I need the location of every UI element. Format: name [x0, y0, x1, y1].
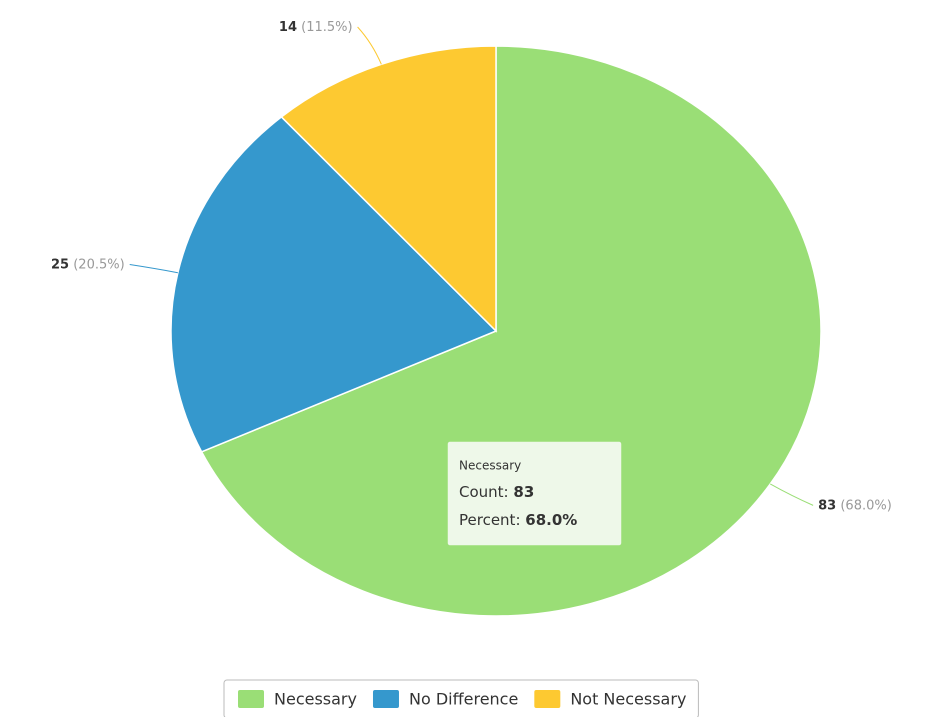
connector	[357, 26, 382, 65]
tooltip-row: Percent: 68.0%	[459, 511, 577, 529]
tooltip-box	[446, 440, 623, 547]
data-label-percent: (11.5%)	[301, 19, 352, 34]
data-label-value: 14	[279, 19, 297, 34]
data-label-value: 25	[51, 257, 69, 272]
tooltip-key: Count:	[459, 483, 509, 501]
pie-slice	[280, 45, 497, 333]
tooltip-row: Count: 83	[459, 483, 534, 501]
data-label: 25 (20.5%)	[51, 257, 125, 272]
tooltip-value: 68.0%	[525, 511, 577, 529]
legend-box	[223, 679, 699, 717]
connector	[129, 264, 178, 274]
pie-slice	[200, 45, 822, 617]
tooltip-key: Percent:	[459, 511, 521, 529]
legend-swatch	[372, 690, 399, 708]
data-label: 83 (68.0%)	[818, 498, 892, 513]
data-label-percent: (20.5%)	[73, 257, 124, 272]
legend: Necessary No Difference Not Necessary	[223, 679, 699, 717]
legend-swatch	[534, 690, 561, 708]
data-label: 14 (11.5%)	[279, 19, 353, 34]
data-label-value: 83	[818, 498, 836, 513]
connector	[769, 483, 814, 506]
legend-label: No Difference	[409, 690, 518, 709]
tooltip-title: Necessary	[459, 459, 521, 473]
legend-swatch	[238, 690, 264, 708]
tooltip: Necessary Count: 83 Percent: 68.0%	[446, 440, 623, 547]
data-label-percent: (68.0%)	[840, 498, 891, 513]
tooltip-value: 83	[513, 483, 534, 501]
legend-label: Necessary	[274, 690, 357, 709]
legend-label: Not Necessary	[570, 690, 686, 709]
